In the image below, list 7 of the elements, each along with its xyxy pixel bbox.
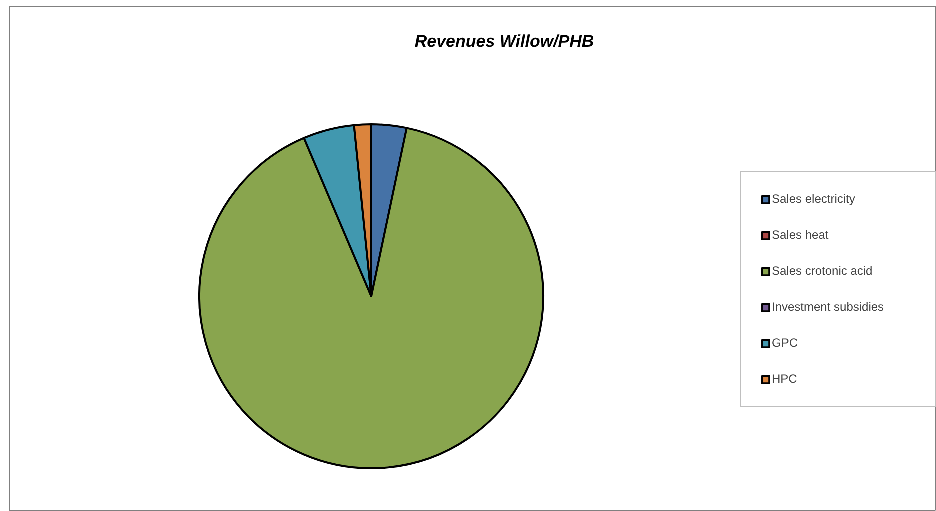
legend-label: Sales electricity	[772, 192, 856, 206]
legend-label: Investment subsidies	[772, 300, 886, 314]
legend-label: Sales heat	[772, 228, 830, 242]
legend-label: GPC	[772, 336, 800, 350]
legend-label: HPC	[772, 372, 798, 386]
chart-title: Revenues Willow/PHB	[414, 32, 594, 51]
legend-label: Sales crotonic acid	[772, 264, 874, 278]
